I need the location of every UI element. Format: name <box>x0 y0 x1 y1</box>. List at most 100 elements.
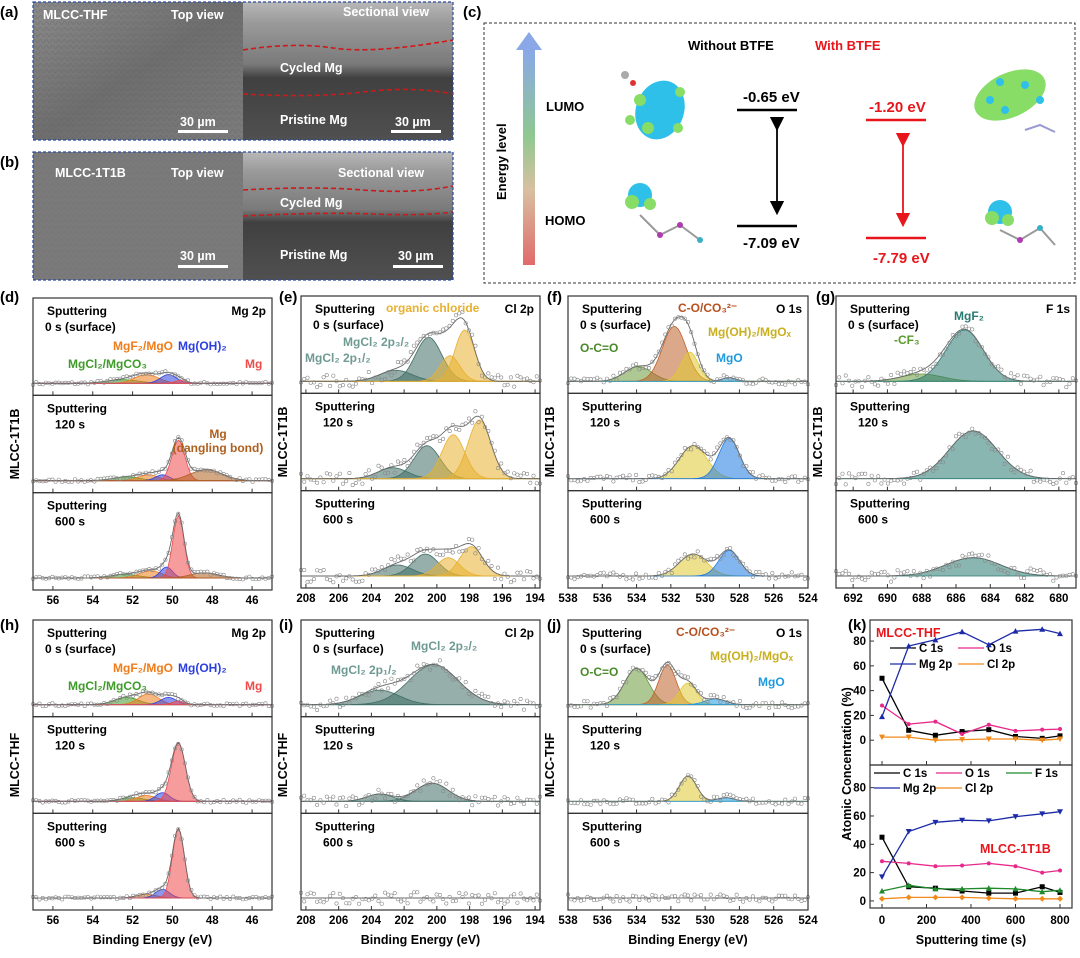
data-point <box>734 703 739 708</box>
data-marker <box>1013 728 1018 733</box>
data-point <box>150 469 155 474</box>
data-point <box>208 896 213 901</box>
data-point <box>334 802 339 807</box>
y-axis-label: Atomic Concentration (%) <box>840 687 854 840</box>
section-view-image <box>243 152 453 280</box>
data-point <box>318 798 323 803</box>
data-point <box>572 800 577 805</box>
data-point <box>508 476 513 481</box>
data-point <box>918 570 923 575</box>
legend-label: C 1s <box>903 768 927 780</box>
data-point <box>353 579 358 584</box>
data-point <box>617 474 622 479</box>
data-point <box>986 553 991 558</box>
data-point <box>198 380 203 385</box>
data-point <box>682 552 687 557</box>
data-point <box>224 894 229 899</box>
data-point <box>627 367 632 372</box>
data-point <box>502 571 507 576</box>
data-point <box>1012 470 1017 475</box>
x-tick-label: 200 <box>427 915 446 927</box>
data-point <box>999 450 1004 455</box>
legend-label: O 1s <box>987 643 1012 655</box>
y-tick-label: 0 <box>860 735 866 747</box>
data-point <box>331 794 336 799</box>
data-point <box>572 376 577 381</box>
data-point <box>512 471 517 476</box>
data-point <box>189 887 194 892</box>
cycled-mg-label: Cycled Mg <box>280 196 343 210</box>
data-point <box>1070 475 1075 480</box>
data-point <box>940 352 945 357</box>
data-point <box>634 666 639 671</box>
data-point <box>392 891 397 896</box>
data-point <box>754 801 759 806</box>
data-point <box>302 567 307 572</box>
data-point <box>617 686 622 691</box>
data-point <box>531 473 536 478</box>
interface-line <box>242 88 454 97</box>
data-point <box>582 802 587 807</box>
data-marker <box>905 734 912 741</box>
data-point <box>1012 565 1017 570</box>
data-point <box>47 702 52 707</box>
data-point <box>682 777 687 782</box>
data-point <box>234 799 239 804</box>
data-point <box>79 701 84 706</box>
data-point <box>1015 373 1020 378</box>
data-point <box>747 569 752 574</box>
data-point <box>531 898 536 903</box>
data-point <box>892 575 897 580</box>
data-point <box>672 562 677 567</box>
data-point <box>767 475 772 480</box>
data-point <box>40 382 45 387</box>
data-point <box>508 375 513 380</box>
data-point <box>582 477 587 482</box>
x-tick-label: 524 <box>798 915 818 927</box>
data-point <box>789 570 794 575</box>
x-tick-label: 52 <box>126 915 139 927</box>
data-point <box>160 562 165 567</box>
data-point <box>979 345 984 350</box>
data-point <box>1031 479 1036 484</box>
data-point <box>260 380 265 385</box>
envelope-line <box>301 782 540 802</box>
data-point <box>434 552 439 557</box>
data-point <box>757 474 762 479</box>
data-point <box>215 381 220 386</box>
data-point <box>750 574 755 579</box>
data-point <box>441 789 446 794</box>
x-tick-label: 52 <box>126 595 139 607</box>
x-tick-label: 400 <box>961 915 980 927</box>
data-point <box>679 556 684 561</box>
data-point <box>373 567 378 572</box>
panel-letter-d: (d) <box>0 289 19 306</box>
data-point <box>211 895 216 900</box>
data-point <box>150 690 155 695</box>
data-point <box>767 897 772 902</box>
data-point <box>205 701 210 706</box>
data-point <box>331 373 336 378</box>
data-point <box>672 316 677 321</box>
series-line-c-1s <box>881 677 1061 740</box>
data-point <box>476 362 481 367</box>
sample-label: MLCC-THF <box>43 8 108 22</box>
data-point <box>1022 373 1027 378</box>
interface-line <box>242 211 454 217</box>
data-point <box>205 569 210 574</box>
data-point <box>50 701 55 706</box>
x-tick-label: 530 <box>696 593 715 605</box>
data-point <box>692 778 697 783</box>
data-point <box>595 798 600 803</box>
data-point <box>370 381 375 386</box>
data-point <box>460 795 465 800</box>
data-point <box>695 689 700 694</box>
x-tick-label: 536 <box>593 593 612 605</box>
data-point <box>415 547 420 552</box>
data-point <box>176 511 181 516</box>
sputtering-label: Sputtering <box>315 626 375 640</box>
data-point <box>983 558 988 563</box>
data-point <box>534 574 539 579</box>
